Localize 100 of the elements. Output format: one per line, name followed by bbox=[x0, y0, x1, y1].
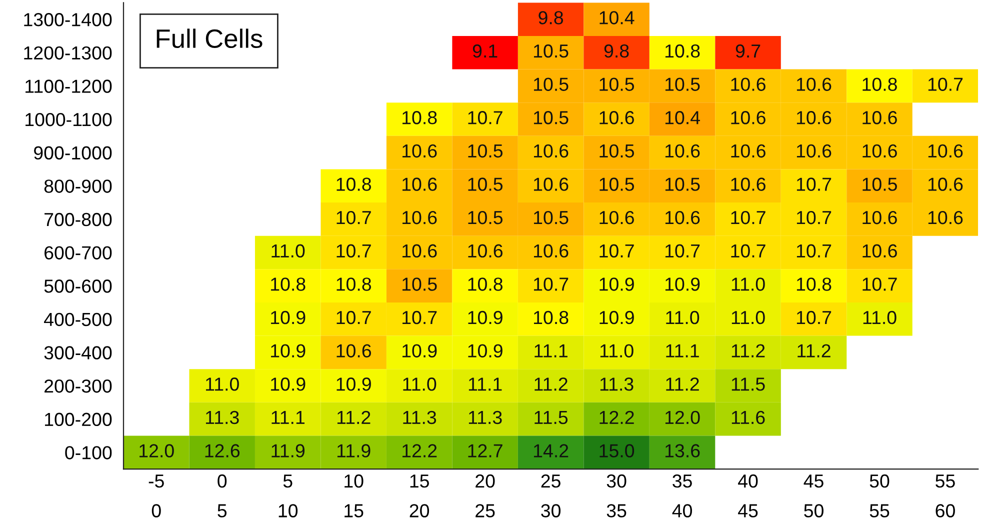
data-label: 10.8 bbox=[336, 178, 372, 191]
data-label: 10.6 bbox=[731, 78, 766, 91]
data-label: 10.7 bbox=[402, 310, 437, 324]
data-label: 10.6 bbox=[928, 144, 963, 158]
data-label: 10.6 bbox=[862, 244, 897, 258]
data-label: 11.0 bbox=[403, 378, 436, 391]
y-tick-label: 1200-1300 bbox=[24, 46, 112, 60]
x-tick-label: 55 60 bbox=[936, 474, 955, 518]
data-label: 10.6 bbox=[928, 178, 963, 191]
data-label: 11.0 bbox=[863, 310, 896, 324]
data-label: 10.9 bbox=[336, 378, 371, 391]
x-tick-label: 10 15 bbox=[344, 474, 364, 518]
data-label: 9.8 bbox=[538, 11, 564, 24]
y-tick-label: 1100-1200 bbox=[26, 80, 112, 93]
data-label: 10.7 bbox=[731, 244, 766, 258]
data-label: 10.6 bbox=[402, 244, 437, 258]
data-label: 10.6 bbox=[534, 178, 568, 191]
data-label: 10.5 bbox=[468, 210, 503, 224]
data-label: 11.3 bbox=[600, 378, 634, 391]
data-label: 10.6 bbox=[402, 144, 437, 158]
data-label: 10.7 bbox=[731, 210, 766, 224]
x-tick-label: 50 55 bbox=[870, 474, 890, 518]
y-tick-label: 1300-1400 bbox=[24, 13, 112, 26]
data-label: 10.7 bbox=[796, 310, 832, 324]
data-label: 11.0 bbox=[600, 344, 634, 358]
data-label: 10.9 bbox=[665, 278, 700, 291]
y-tick-label: 400-500 bbox=[44, 312, 112, 326]
data-label: 11.9 bbox=[272, 444, 305, 458]
y-tick-label: 200-300 bbox=[44, 379, 112, 393]
y-tick-label: 0-100 bbox=[65, 446, 112, 460]
data-label: 10.7 bbox=[796, 244, 832, 258]
y-tick-label: 300-400 bbox=[44, 346, 112, 360]
data-label: 10.8 bbox=[665, 44, 700, 58]
data-label: 11.2 bbox=[666, 378, 699, 391]
data-label: 12.6 bbox=[205, 444, 240, 458]
data-label: 10.6 bbox=[928, 210, 963, 224]
data-label: 11.3 bbox=[468, 410, 502, 424]
data-label: 10.5 bbox=[468, 178, 503, 191]
data-label: 10.4 bbox=[665, 111, 700, 124]
x-tick-label: 5 10 bbox=[278, 474, 298, 518]
data-label: 10.5 bbox=[468, 144, 503, 158]
annotation: Full Cells bbox=[156, 28, 262, 48]
x-tick-label: 20 25 bbox=[476, 474, 495, 518]
data-label: 10.9 bbox=[600, 310, 634, 324]
y-tick-label: 600-700 bbox=[44, 246, 112, 260]
data-label: 10.5 bbox=[402, 278, 437, 291]
data-label: 10.6 bbox=[468, 244, 502, 258]
data-label: 10.5 bbox=[665, 78, 700, 91]
data-label: 10.5 bbox=[534, 210, 568, 224]
data-label: 10.8 bbox=[862, 78, 897, 91]
data-label: 10.6 bbox=[534, 244, 568, 258]
data-label: 11.6 bbox=[732, 410, 765, 424]
data-label: 11.9 bbox=[337, 444, 370, 458]
data-label: 10.7 bbox=[468, 111, 502, 124]
data-label: 12.7 bbox=[468, 444, 502, 458]
data-label: 10.7 bbox=[796, 178, 832, 191]
data-label: 10.7 bbox=[862, 278, 897, 291]
x-tick-label: 40 45 bbox=[738, 474, 758, 518]
data-label: 10.7 bbox=[534, 278, 568, 291]
y-tick-label: 700-800 bbox=[44, 212, 112, 226]
data-label: 10.6 bbox=[796, 78, 832, 91]
data-label: 11.5 bbox=[534, 411, 568, 424]
data-label: 10.8 bbox=[271, 278, 306, 291]
data-label: 10.9 bbox=[600, 278, 634, 291]
data-label: 11.2 bbox=[534, 378, 568, 391]
data-label: 11.0 bbox=[732, 278, 765, 291]
data-label: 9.1 bbox=[472, 44, 498, 58]
data-label: 11.2 bbox=[337, 410, 370, 424]
data-label: 14.2 bbox=[534, 444, 568, 458]
data-label: 11.2 bbox=[798, 344, 830, 358]
data-label: 11.3 bbox=[403, 410, 436, 424]
data-label: 10.7 bbox=[336, 310, 371, 324]
y-tick-label: 1000-1100 bbox=[26, 112, 112, 126]
data-label: 10.6 bbox=[862, 210, 897, 224]
data-label: 12.2 bbox=[600, 410, 634, 424]
data-label: 10.5 bbox=[600, 178, 634, 191]
data-label: 10.7 bbox=[665, 244, 700, 258]
data-label: 11.1 bbox=[272, 411, 304, 424]
data-label: 10.6 bbox=[665, 210, 700, 224]
data-label: 10.9 bbox=[468, 344, 502, 358]
data-label: 11.5 bbox=[732, 378, 765, 391]
data-label: 10.9 bbox=[402, 344, 437, 358]
data-label: 10.6 bbox=[796, 111, 832, 124]
data-label: 10.7 bbox=[928, 78, 963, 91]
data-label: 10.6 bbox=[534, 144, 568, 158]
y-tick-label: 100-200 bbox=[45, 412, 112, 426]
data-label: 11.1 bbox=[468, 378, 502, 391]
data-label: 10.9 bbox=[271, 344, 306, 358]
data-label: 15.0 bbox=[600, 444, 634, 458]
data-label: 11.0 bbox=[206, 378, 239, 391]
data-label: 10.9 bbox=[271, 378, 306, 391]
data-label: 10.9 bbox=[271, 310, 306, 324]
data-label: 10.7 bbox=[600, 244, 634, 258]
x-tick-label: 35 40 bbox=[672, 474, 692, 518]
data-label: 10.6 bbox=[600, 111, 634, 124]
data-label: 10.5 bbox=[665, 178, 700, 191]
data-label: 11.0 bbox=[272, 244, 305, 258]
data-label: 10.8 bbox=[796, 278, 832, 291]
x-tick-label: 15 20 bbox=[410, 474, 430, 518]
data-label: 11.1 bbox=[534, 344, 568, 358]
